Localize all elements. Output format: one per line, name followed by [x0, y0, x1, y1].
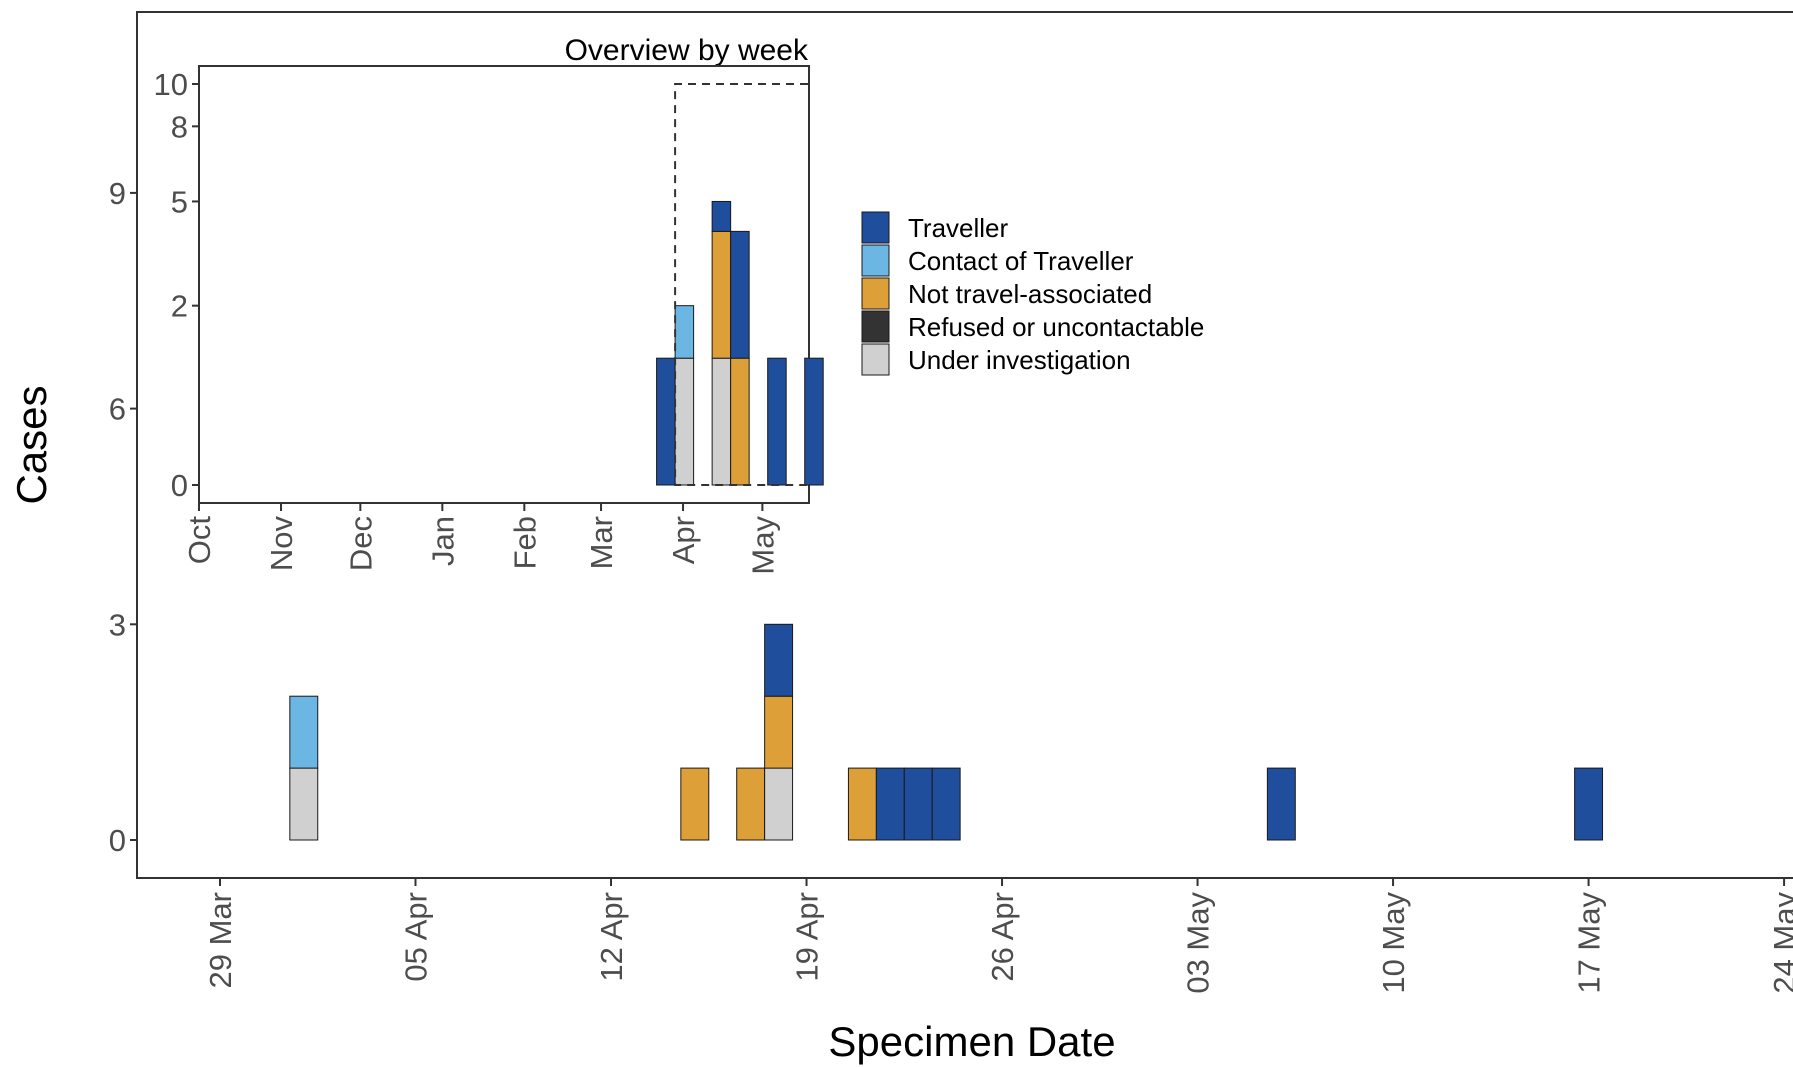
inset-y-tick-label: 8 [171, 109, 188, 144]
inset-x-axis: Oct Nov Dec Jan Feb Mar Apr May [182, 503, 780, 575]
inset-y-tick-label: 2 [171, 289, 188, 324]
bar-not-travel-associated [847, 767, 877, 841]
inset-plot-panel [198, 65, 810, 504]
main-x-tick-label: 24 May [1767, 892, 1793, 994]
main-x-tick-label: 03 May [1181, 892, 1216, 994]
main-y-axis: 0 3 6 9 [109, 176, 137, 858]
main-y-tick-label: 0 [109, 823, 126, 858]
inset-y-axis: 0 2 5 8 10 [154, 67, 199, 503]
main-x-tick-label: 05 Apr [399, 892, 434, 982]
legend-swatch-not-travel-associated [861, 277, 890, 310]
legend-swatch-under-investigation [861, 343, 890, 376]
bar-traveller [903, 767, 933, 841]
bar-under-investigation [289, 767, 319, 841]
inset-bars [656, 200, 824, 486]
inset-x-tick-label: Mar [584, 516, 619, 569]
bar-contact-of-traveller [289, 695, 319, 769]
inset-x-tick-label: May [745, 516, 780, 575]
main-x-tick-label: 10 May [1376, 892, 1411, 994]
legend-label-not-travel-associated: Not travel-associated [908, 279, 1152, 309]
inset-bar-traveller [730, 230, 750, 359]
bar-under-investigation [764, 767, 794, 841]
main-x-tick-label: 12 Apr [594, 892, 629, 982]
bar-not-travel-associated [736, 767, 766, 841]
main-y-tick-label: 6 [109, 392, 126, 427]
inset-bar-traveller [656, 357, 676, 486]
inset-title: Overview by week [565, 34, 809, 67]
inset-x-tick-label: Oct [182, 516, 217, 565]
legend-label-traveller: Traveller [908, 213, 1009, 243]
inset-x-tick-label: Apr [666, 516, 701, 564]
main-y-tick-label: 9 [109, 176, 126, 211]
bar-traveller [875, 767, 905, 841]
inset-bar-not-travel-associated [730, 357, 750, 486]
inset-y-tick-label: 5 [171, 184, 188, 219]
legend-label-refused-or-uncontactable: Refused or uncontactable [908, 312, 1204, 342]
inset-y-tick-label: 10 [154, 67, 188, 102]
inset-x-tick-label: Nov [264, 516, 299, 572]
bar-not-travel-associated [680, 767, 710, 841]
inset-bar-not-travel-associated [711, 230, 732, 359]
main-x-tick-label: 17 May [1572, 892, 1607, 994]
main-x-axis: 29 Mar 05 Apr 12 Apr 19 Apr 26 Apr 03 May 10 M… [203, 878, 1793, 994]
legend-swatch-traveller [861, 211, 890, 244]
bar-traveller [764, 623, 794, 697]
inset-bar-under-investigation [711, 357, 732, 486]
main-x-tick-label: 26 Apr [985, 892, 1020, 982]
inset-bar-traveller [804, 357, 824, 486]
bar-traveller [1574, 767, 1604, 841]
inset-x-tick-label: Dec [343, 516, 378, 571]
inset-bar-under-investigation [674, 357, 695, 486]
legend-swatch-contact-of-traveller [861, 244, 890, 277]
inset-x-tick-label: Jan [425, 516, 460, 566]
legend-label-under-investigation: Under investigation [908, 345, 1131, 375]
legend-label-contact-of-traveller: Contact of Traveller [908, 246, 1134, 276]
main-x-tick-label: 19 Apr [790, 892, 825, 982]
main-x-tick-label: 29 Mar [203, 892, 238, 988]
main-bars [289, 623, 1604, 841]
inset-bar-traveller [767, 357, 787, 486]
inset-y-tick-label: 0 [171, 468, 188, 503]
inset-bar-traveller [711, 200, 732, 232]
bar-traveller [931, 767, 961, 841]
main-y-tick-label: 3 [109, 607, 126, 642]
bar-traveller [1266, 767, 1296, 841]
inset-x-tick-label: Feb [507, 516, 542, 569]
y-axis-title: Cases [8, 385, 55, 504]
bar-not-travel-associated [764, 695, 794, 769]
x-axis-title: Specimen Date [828, 1018, 1115, 1065]
inset-bar-contact-of-traveller [674, 305, 695, 359]
legend-swatch-refused-or-uncontactable [861, 310, 890, 343]
